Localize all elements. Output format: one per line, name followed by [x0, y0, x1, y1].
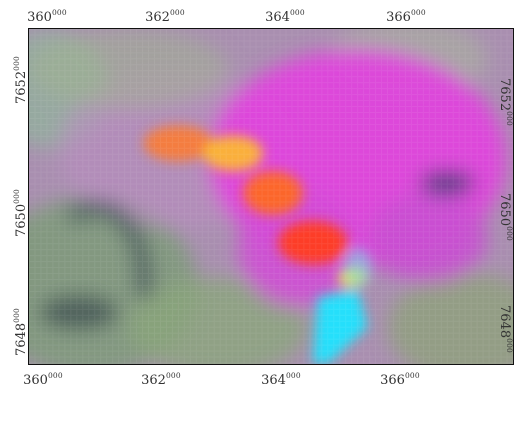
- tick-minor: 000: [169, 8, 185, 17]
- left-tick-7648000: 7648000: [12, 307, 29, 356]
- tick-major: 366: [380, 373, 405, 388]
- tick-major: 7650: [497, 193, 512, 227]
- bottom-tick-364000: 364000: [261, 372, 301, 387]
- tick-minor: 000: [47, 371, 63, 380]
- right-tick-7652000: 7652000: [497, 78, 514, 127]
- tick-major: 7648: [14, 322, 29, 356]
- bottom-tick-360000: 360000: [23, 372, 63, 387]
- tick-major: 366: [386, 10, 411, 25]
- tick-minor: 000: [505, 226, 514, 242]
- tick-minor: 000: [165, 371, 181, 380]
- tick-major: 7652: [14, 70, 29, 104]
- left-tick-7652000: 7652000: [12, 55, 29, 104]
- tick-minor: 000: [51, 8, 67, 17]
- top-tick-364000: 364000: [265, 9, 305, 24]
- tick-minor: 000: [404, 371, 420, 380]
- tick-minor: 000: [505, 111, 514, 127]
- tick-minor: 000: [505, 338, 514, 354]
- tick-minor: 000: [289, 8, 305, 17]
- tick-major: 364: [265, 10, 290, 25]
- tick-major: 364: [261, 373, 286, 388]
- tick-minor: 000: [12, 55, 21, 71]
- tick-minor: 000: [285, 371, 301, 380]
- tick-minor: 000: [12, 307, 21, 323]
- tick-major: 360: [23, 373, 48, 388]
- tick-major: 360: [27, 10, 52, 25]
- left-tick-7650000: 7650000: [12, 188, 29, 237]
- tick-minor: 000: [410, 8, 426, 17]
- tick-major: 362: [141, 373, 166, 388]
- tick-minor: 000: [12, 188, 21, 204]
- top-tick-362000: 362000: [145, 9, 185, 24]
- tick-major: 7648: [497, 305, 512, 339]
- raster-image: [29, 29, 513, 364]
- tick-major: 7652: [497, 78, 512, 112]
- top-tick-360000: 360000: [27, 9, 67, 24]
- right-tick-7648000: 7648000: [497, 305, 514, 354]
- tick-major: 7650: [14, 203, 29, 237]
- bottom-tick-366000: 366000: [380, 372, 420, 387]
- bottom-tick-362000: 362000: [141, 372, 181, 387]
- tick-major: 362: [145, 10, 170, 25]
- top-tick-366000: 366000: [386, 9, 426, 24]
- map-raster[interactable]: [28, 28, 514, 365]
- right-tick-7650000: 7650000: [497, 193, 514, 242]
